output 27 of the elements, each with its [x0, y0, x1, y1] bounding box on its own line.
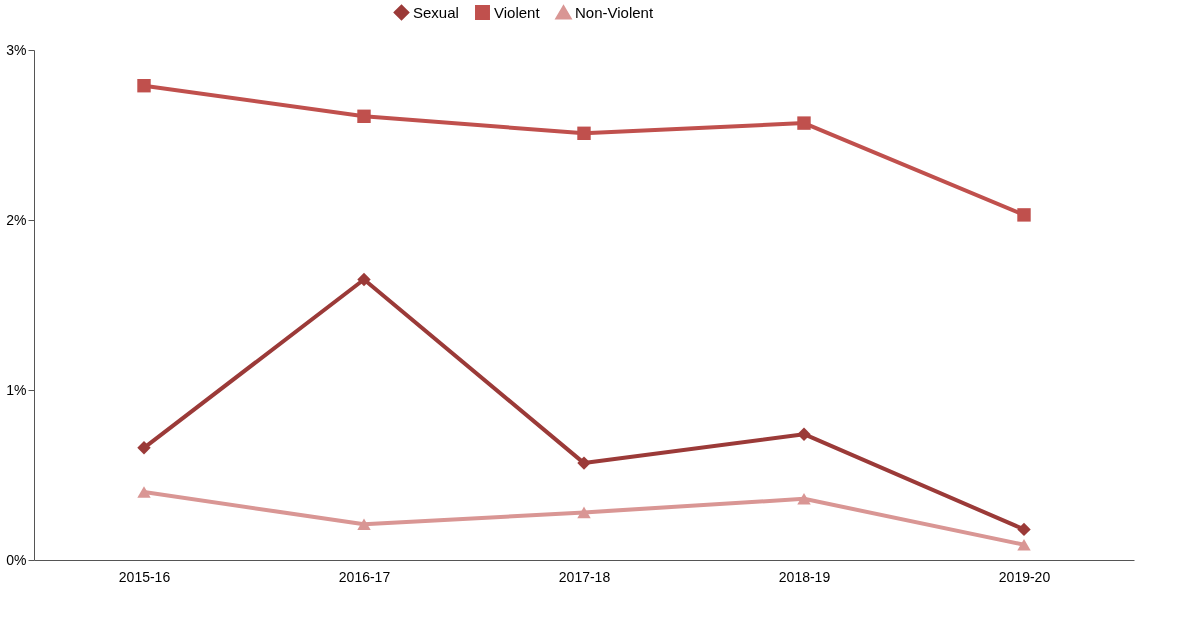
point [137, 486, 151, 498]
x-tick-label: 2018-19 [778, 568, 831, 585]
point [357, 272, 371, 287]
y-tick-label: 0% [6, 551, 27, 568]
x-tick-label: 2015-16 [118, 568, 171, 585]
point [1017, 208, 1031, 222]
point [137, 78, 151, 93]
legend-label: Sexual [413, 3, 459, 21]
x-tick-label: 2019-20 [998, 568, 1051, 585]
point [577, 456, 591, 470]
point [357, 109, 371, 124]
point [577, 126, 591, 141]
y-tick-label: 1% [6, 381, 27, 398]
point [137, 441, 151, 455]
point [1017, 538, 1031, 551]
legend-label: Violent [494, 3, 541, 21]
legend-label: Non-Violent [575, 3, 654, 21]
y-tick-label: 2% [6, 211, 27, 228]
point [1017, 522, 1031, 537]
point [577, 506, 591, 519]
y-tick-label: 3% [6, 41, 27, 58]
x-tick-label: 2016-17 [338, 568, 391, 585]
point [797, 116, 811, 130]
point [357, 518, 371, 531]
point [797, 492, 811, 505]
x-tick-label: 2017-18 [558, 568, 611, 585]
point [797, 427, 811, 441]
